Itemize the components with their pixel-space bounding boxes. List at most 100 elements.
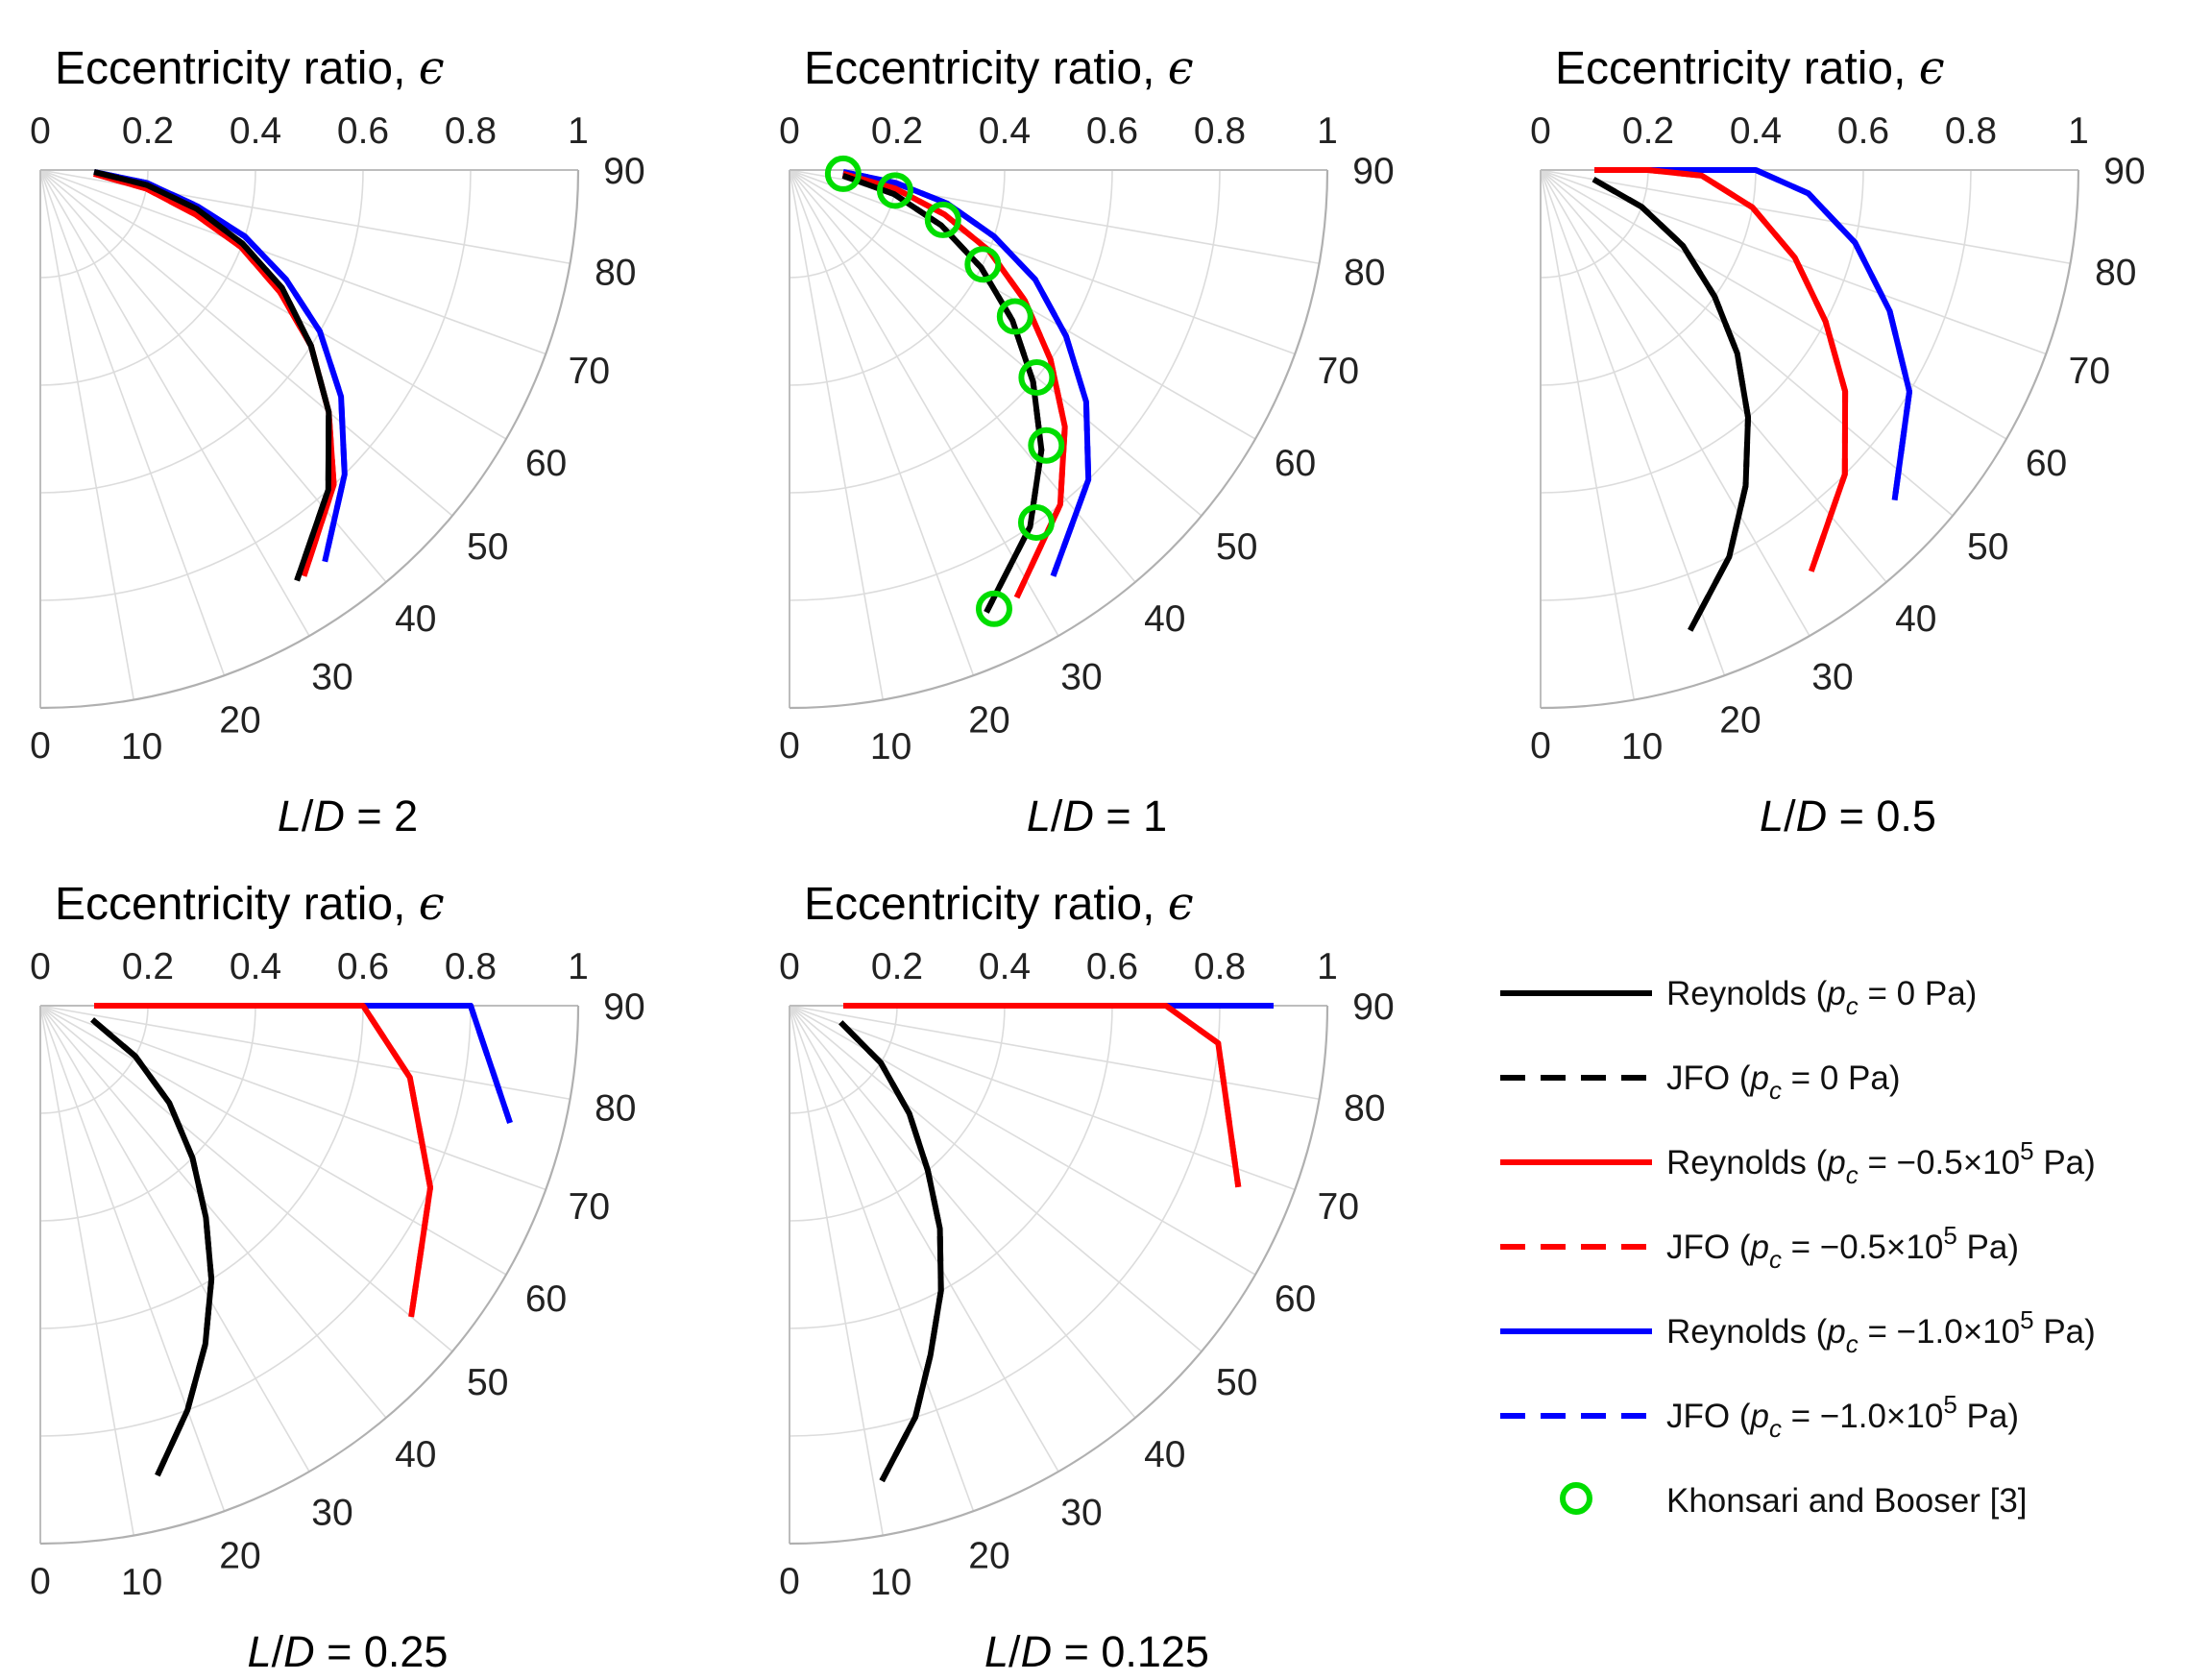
polar-panel-3: Eccentricity ratio, ϵ0 0.2 0.4 0.6 0.8 10 1020… (1530, 41, 2146, 840)
grid-arc (789, 169, 1221, 601)
series-line-2 (841, 173, 1045, 614)
series-line-6 (93, 169, 348, 563)
series-line-4 (94, 1003, 433, 1318)
legend-label: Reynolds (pc = −0.5×105 Pa) (1666, 1136, 2096, 1189)
grid-spoke (1540, 169, 2071, 265)
grid-spoke (789, 1005, 1296, 1191)
outer-arc (789, 169, 1329, 710)
grid-spoke (39, 1005, 547, 1191)
angle-tick-label: 60 (1275, 443, 1316, 484)
series-line-5 (1594, 167, 1912, 501)
outer-arc (1540, 169, 2080, 710)
series-line-1 (93, 169, 332, 582)
radius-tick-label: 1 (1317, 946, 1338, 987)
reference-marker (824, 155, 862, 192)
radius-tick-label: 1 (1317, 110, 1338, 152)
angle-tick-label: 10 (870, 1562, 911, 1603)
radius-tick-label: 0.2 (871, 946, 923, 987)
angle-tick-label: 70 (569, 1186, 610, 1228)
axis-title: Eccentricity ratio, ϵ (55, 41, 445, 95)
radius-tick-label: 0.4 (979, 946, 1031, 987)
radius-tick-label: 0.6 (1086, 946, 1138, 987)
series-line-4 (843, 1003, 1242, 1188)
angle-tick-label: 40 (1895, 598, 1936, 640)
radius-tick-label: 0.8 (1945, 110, 1997, 152)
grid-spoke (1540, 169, 1887, 583)
radius-tick-label: 0 (1530, 110, 1551, 152)
angle-tick-label: 90 (1352, 986, 1394, 1028)
radius-tick-label: 0.4 (230, 110, 281, 152)
grid-spoke (789, 169, 975, 676)
radius-tick-label: 0 (779, 946, 800, 987)
angle-tick-label: 10 (1621, 726, 1663, 767)
grid-spoke (789, 1005, 885, 1536)
grid-spoke (789, 1005, 1320, 1101)
angle-tick-label: 80 (1344, 253, 1385, 294)
reference-marker (975, 590, 1012, 627)
grid-spoke (39, 169, 226, 676)
series-line-2 (1591, 177, 1751, 632)
angle-tick-label: 20 (219, 699, 260, 741)
axis-title: Eccentricity ratio, ϵ (804, 877, 1194, 931)
angle-tick-label: 10 (870, 726, 911, 767)
radius-tick-label: 0.8 (1194, 110, 1246, 152)
series-line-2 (93, 169, 332, 582)
radius-tick-label: 0.8 (1194, 946, 1246, 987)
grid-spoke (39, 1005, 226, 1512)
grid-arc (1540, 169, 1757, 386)
grid-spoke (39, 1005, 310, 1473)
angle-tick-label: 30 (311, 657, 352, 698)
angle-tick-label: 30 (311, 1493, 352, 1534)
angle-tick-label: 90 (603, 986, 644, 1028)
grid-spoke (789, 169, 885, 700)
axis-title: Eccentricity ratio, ϵ (55, 877, 445, 931)
radius-tick-label: 0.6 (337, 110, 389, 152)
angle-tick-label: 40 (1144, 598, 1185, 640)
series-line-6 (94, 1003, 513, 1124)
grid-spoke (39, 169, 135, 700)
grid-spoke (1540, 169, 1726, 676)
radius-tick-label: 0.2 (122, 946, 174, 987)
series-line-6 (1594, 167, 1912, 501)
radius-tick-label: 1 (568, 946, 589, 987)
angle-tick-label: 50 (1216, 1362, 1257, 1403)
grid-arc (39, 169, 149, 279)
angle-tick-label: 90 (1352, 151, 1394, 192)
radius-tick-label: 0.6 (1086, 110, 1138, 152)
angle-tick-label: 60 (525, 1278, 567, 1320)
angle-tick-label: 90 (2103, 151, 2145, 192)
reference-marker (1018, 358, 1056, 396)
angle-tick-label: 0 (779, 1561, 800, 1602)
outer-arc (789, 1005, 1329, 1546)
grid-arc (789, 1005, 1113, 1329)
series-line-1 (841, 173, 1045, 614)
grid-arc (789, 169, 1006, 386)
legend-marker (1560, 1482, 1592, 1515)
angle-tick-label: 20 (219, 1535, 260, 1576)
radius-tick-label: 0.6 (1837, 110, 1889, 152)
radius-tick-label: 0 (30, 110, 51, 152)
grid-spoke (39, 1005, 571, 1101)
radius-tick-label: 0.6 (337, 946, 389, 987)
reference-marker (1017, 503, 1055, 541)
grid-spoke (789, 169, 1296, 355)
legend-label: JFO (pc = 0 Pa) (1666, 1059, 1901, 1105)
grid-arc (789, 1005, 1006, 1222)
grid-spoke (39, 169, 453, 517)
radius-tick-label: 1 (2068, 110, 2089, 152)
angle-tick-label: 70 (1318, 1186, 1359, 1228)
grid-spoke (1540, 169, 2047, 355)
radius-tick-label: 0.2 (871, 110, 923, 152)
angle-tick-label: 80 (595, 1088, 636, 1130)
angle-tick-label: 20 (968, 699, 1009, 741)
angle-tick-label: 70 (1318, 351, 1359, 392)
angle-tick-label: 80 (2095, 253, 2136, 294)
series-line-6 (842, 169, 1092, 577)
grid-spoke (789, 1005, 975, 1512)
radius-tick-label: 1 (568, 110, 589, 152)
angle-tick-label: 0 (30, 1561, 51, 1602)
radius-tick-label: 0.8 (445, 110, 497, 152)
angle-tick-label: 70 (569, 351, 610, 392)
